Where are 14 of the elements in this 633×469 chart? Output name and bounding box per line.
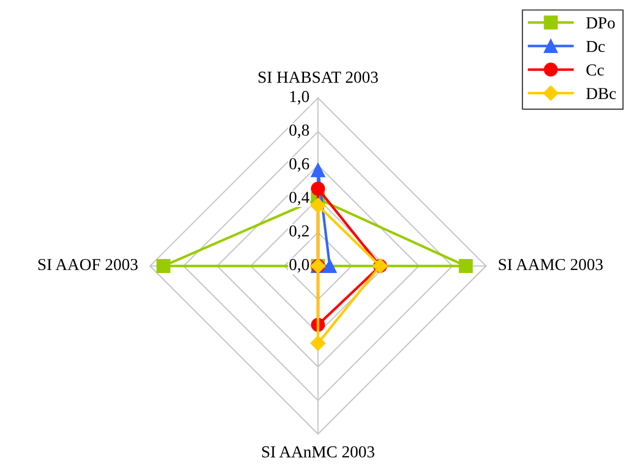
- y-tick-label: 0,6: [289, 158, 310, 172]
- legend-label: DBc: [586, 88, 616, 100]
- legend-label: DPo: [586, 17, 615, 28]
- y-tick-label: 0,8: [289, 124, 309, 138]
- y-tick-label: 0,4: [289, 192, 310, 206]
- spoke-label: SI AAMC 2003: [498, 258, 603, 270]
- spoke-label: SI AAnMC 2003: [262, 446, 374, 458]
- y-tick-label: 0,0: [289, 258, 309, 273]
- spoke-label: SI HABSAT 2003: [258, 72, 378, 83]
- y-tick-label: 0,2: [289, 225, 309, 239]
- legend-label: Dc: [586, 40, 605, 52]
- legend-label: Cc: [586, 64, 604, 76]
- spoke-label: SI AAOF 2003: [38, 258, 138, 270]
- y-tick-label: 1,0: [290, 90, 309, 105]
